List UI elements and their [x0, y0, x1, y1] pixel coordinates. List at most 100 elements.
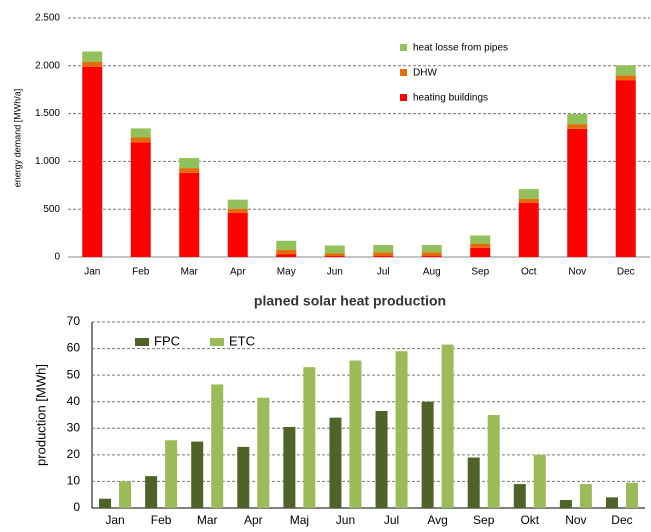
x-tick-label: Nov — [565, 513, 586, 527]
x-tick-label: Feb — [132, 267, 150, 278]
x-tick-label: Jun — [327, 267, 343, 278]
bar-segment — [470, 243, 491, 248]
bar — [533, 454, 546, 508]
x-tick-label: Jun — [336, 513, 355, 527]
bar-segment — [276, 240, 297, 250]
bar — [237, 446, 250, 508]
legend-swatch — [400, 69, 407, 76]
x-tick-label: Okt — [520, 513, 539, 527]
bar-segment — [373, 256, 394, 257]
bar — [441, 344, 454, 508]
x-tick-label: Mar — [197, 513, 218, 527]
bar — [191, 441, 204, 508]
bar-segment — [179, 158, 200, 169]
legend-label: ETC — [229, 333, 255, 348]
bar — [625, 482, 638, 508]
bar — [487, 415, 500, 508]
bar-segment — [82, 66, 103, 257]
bar-segment — [470, 247, 491, 257]
bar-segment — [324, 253, 345, 257]
y-tick-label: 30 — [67, 420, 81, 434]
bar-segment — [227, 199, 248, 209]
bar-segment — [615, 80, 636, 257]
legend-label: heating buildings — [413, 93, 488, 104]
bar-segment — [179, 168, 200, 173]
x-tick-label: Apr — [244, 513, 263, 527]
bar-segment — [179, 172, 200, 257]
y-tick-label: 70 — [67, 314, 81, 328]
bar — [579, 484, 592, 508]
x-tick-label: Aug — [423, 267, 441, 278]
bar — [513, 484, 526, 508]
bar-segment — [567, 124, 588, 129]
legend-label: FPC — [154, 333, 180, 348]
legend-swatch — [400, 94, 407, 101]
y-tick-label: 50 — [67, 367, 81, 381]
x-tick-label: Nov — [568, 267, 586, 278]
bar-segment — [421, 252, 442, 257]
x-tick-label: Mar — [181, 267, 199, 278]
x-tick-label: Maj — [290, 513, 309, 527]
y-tick-label: 60 — [67, 341, 81, 355]
bar-segment — [324, 245, 345, 254]
y-tick-label: 20 — [67, 447, 81, 461]
chart-title: planed solar heat production — [254, 293, 446, 309]
bar — [467, 457, 480, 508]
y-tick-label: 500 — [43, 204, 60, 215]
legend-label: DHW — [413, 68, 437, 79]
x-tick-label: Jan — [84, 267, 100, 278]
bar — [375, 411, 388, 508]
bar — [329, 417, 342, 508]
y-tick-label: 1.000 — [35, 156, 60, 167]
bar-segment — [615, 75, 636, 81]
bar-segment — [82, 51, 103, 62]
x-tick-label: Sep — [473, 513, 495, 527]
bar-segment — [276, 249, 297, 255]
bar-segment — [518, 198, 539, 203]
bar-segment — [324, 256, 345, 257]
x-tick-label: May — [277, 267, 296, 278]
bar — [349, 360, 362, 508]
x-tick-label: Sep — [471, 267, 489, 278]
x-tick-label: Jan — [105, 513, 124, 527]
legend-swatch — [400, 44, 407, 51]
bar — [395, 351, 408, 508]
bar-segment — [227, 213, 248, 257]
bar — [421, 401, 434, 508]
bar — [119, 481, 132, 508]
x-tick-label: Avg — [427, 513, 447, 527]
y-axis-label: production [MWh] — [33, 364, 48, 466]
bar-segment — [227, 208, 248, 214]
bar-segment — [421, 256, 442, 257]
x-tick-label: Dec — [611, 513, 632, 527]
bar — [559, 500, 572, 508]
legend-swatch — [135, 338, 149, 346]
bar-segment — [276, 254, 297, 257]
bar — [145, 476, 158, 508]
bar-segment — [82, 61, 103, 67]
bar-segment — [470, 235, 491, 244]
x-tick-label: Oct — [521, 267, 537, 278]
bar-segment — [130, 137, 151, 143]
x-tick-label: Dec — [617, 267, 635, 278]
bar-segment — [567, 114, 588, 125]
bar — [605, 497, 618, 508]
x-tick-label: Jul — [377, 267, 390, 278]
bar — [303, 367, 316, 508]
y-axis-label: energy demand [MWh/a] — [12, 89, 22, 188]
bar-segment — [130, 142, 151, 257]
bar — [283, 426, 296, 508]
y-tick-label: 10 — [67, 474, 81, 488]
bar-segment — [130, 128, 151, 138]
bar-segment — [373, 245, 394, 253]
x-tick-label: Apr — [230, 267, 246, 278]
y-tick-label: 2.000 — [35, 60, 60, 71]
bar-segment — [373, 252, 394, 257]
bar-segment — [518, 202, 539, 257]
x-tick-label: Jul — [384, 513, 399, 527]
bar — [211, 384, 224, 508]
legend-label: heat losse from pipes — [413, 43, 508, 54]
bar — [165, 440, 178, 508]
y-tick-label: 1.500 — [35, 108, 60, 119]
